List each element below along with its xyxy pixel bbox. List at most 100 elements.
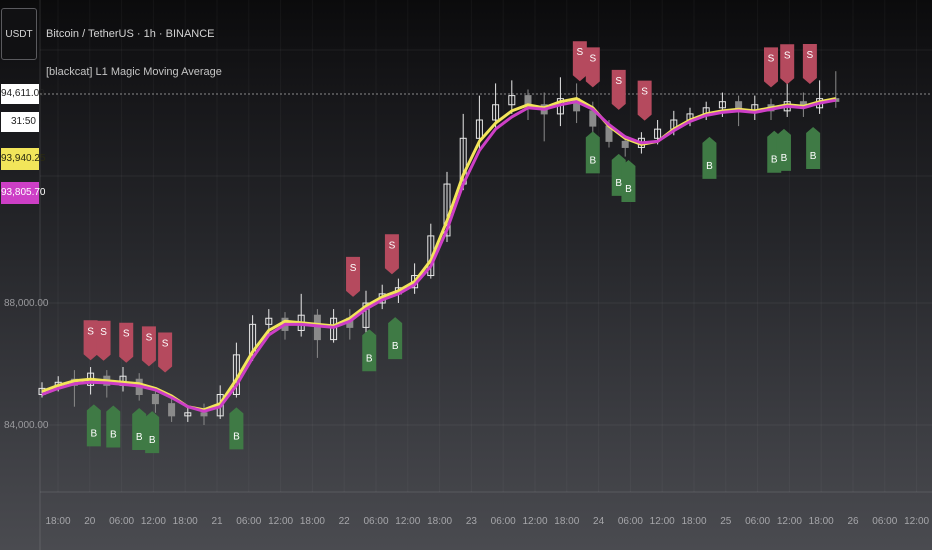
buy-signal-marker: B [585, 131, 600, 174]
time-axis-label: 18:00 [299, 516, 325, 527]
svg-text:S: S [641, 87, 648, 98]
indicator-title[interactable]: [blackcat] L1 Magic Moving Average [46, 66, 222, 78]
buy-signal-marker: B [145, 411, 160, 454]
buy-signal-marker: B [621, 159, 636, 202]
buy-signal-marker: B [388, 317, 403, 360]
time-axis-label: 18:00 [427, 516, 453, 527]
svg-text:B: B [706, 161, 713, 172]
sell-signal-marker: S [764, 47, 778, 88]
svg-text:S: S [589, 53, 596, 64]
time-axis-label: 18:00 [681, 516, 707, 527]
svg-text:S: S [615, 76, 622, 87]
svg-text:S: S [162, 339, 169, 350]
svg-text:S: S [123, 329, 130, 340]
ma-magenta-price-tag: 93,805.70 [1, 182, 46, 204]
svg-text:S: S [100, 327, 107, 338]
candle-body [168, 403, 176, 417]
buy-signal-marker: B [229, 407, 244, 450]
time-axis-label: 12:00 [649, 516, 675, 527]
svg-text:S: S [768, 53, 775, 64]
buy-signal-marker: B [132, 407, 147, 450]
ma-yellow-price-tag: 93,940.25 [1, 148, 46, 170]
time-axis-label: 20 [84, 516, 96, 527]
time-axis-label: 12:00 [776, 516, 802, 527]
svg-text:B: B [110, 430, 117, 441]
time-axis-label: 23 [465, 516, 477, 527]
time-axis-label: 06:00 [490, 516, 516, 527]
svg-text:B: B [136, 432, 143, 443]
svg-text:S: S [577, 47, 584, 58]
time-axis-label: 12:00 [140, 516, 166, 527]
sell-signal-marker: S [572, 41, 587, 82]
last-price-tag: 94,611.09 [1, 84, 45, 104]
time-axis-label: 06:00 [872, 516, 898, 527]
time-axis-label: 12:00 [395, 516, 421, 527]
sell-signal-marker: S [611, 69, 626, 110]
svg-text:S: S [389, 240, 396, 251]
svg-text:B: B [625, 184, 632, 195]
sell-signal-marker: S [780, 44, 795, 85]
candle-body [265, 317, 273, 325]
sell-signal-marker: S [585, 47, 600, 88]
candle-body [184, 412, 192, 417]
time-axis-label: 24 [593, 516, 605, 527]
bar-countdown-tag: 31:50 [1, 112, 39, 132]
time-axis-label: 25 [720, 516, 732, 527]
time-axis-label: 12:00 [904, 516, 930, 527]
ma-magenta-line [41, 98, 837, 413]
buy-signal-marker: B [806, 127, 821, 170]
time-axis-label: 06:00 [745, 516, 771, 527]
buy-signal-marker: B [106, 405, 121, 448]
sell-signal-marker: S [637, 80, 652, 121]
time-axis-label: 22 [338, 516, 350, 527]
sell-signal-marker: S [346, 256, 361, 297]
buy-signal-marker: B [702, 136, 717, 179]
candle-body [475, 119, 483, 139]
time-axis-label: 06:00 [236, 516, 262, 527]
candle-body [249, 323, 257, 356]
time-axis-label: 18:00 [554, 516, 580, 527]
symbol-title: Bitcoin / TetherUS · 1h · BINANCE [46, 28, 215, 40]
time-axis-label: 26 [847, 516, 859, 527]
candle-body [151, 394, 159, 405]
svg-text:S: S [784, 50, 791, 61]
svg-text:B: B [91, 428, 98, 439]
svg-text:S: S [350, 263, 357, 274]
svg-text:B: B [392, 341, 399, 352]
svg-text:B: B [149, 435, 156, 446]
sell-signal-marker: S [802, 43, 817, 84]
sell-signal-marker: S [384, 234, 399, 275]
candle-body [492, 104, 500, 121]
svg-text:B: B [810, 151, 817, 162]
time-axis-label: 06:00 [109, 516, 135, 527]
time-axis-label: 18:00 [808, 516, 834, 527]
price-axis-label: 84,000.00 [4, 420, 49, 431]
svg-text:B: B [781, 153, 788, 164]
time-axis-label: 18:00 [172, 516, 198, 527]
candle-body [621, 140, 629, 148]
candle-body [718, 101, 726, 109]
buy-signal-marker: B [776, 128, 791, 171]
sell-signal-marker: S [141, 326, 156, 367]
svg-text:S: S [807, 50, 814, 61]
time-axis-label: 12:00 [268, 516, 294, 527]
sell-signal-marker: S [83, 320, 98, 361]
time-axis-label: 06:00 [617, 516, 643, 527]
price-axis-label: 88,000.00 [4, 298, 49, 309]
currency-button[interactable]: USDT [1, 8, 37, 60]
time-axis-label: 06:00 [363, 516, 389, 527]
svg-text:B: B [589, 155, 596, 166]
time-axis-label: 18:00 [45, 516, 71, 527]
sell-signal-marker: S [96, 320, 111, 361]
candle-body [362, 302, 370, 328]
buy-signal-marker: B [86, 404, 101, 447]
svg-text:B: B [615, 178, 622, 189]
svg-text:B: B [366, 353, 373, 364]
time-axis-label: 21 [211, 516, 223, 527]
candle-body [508, 95, 516, 106]
svg-text:B: B [233, 431, 240, 442]
sell-signal-marker: S [158, 332, 173, 373]
sell-signal-marker: S [119, 322, 134, 363]
